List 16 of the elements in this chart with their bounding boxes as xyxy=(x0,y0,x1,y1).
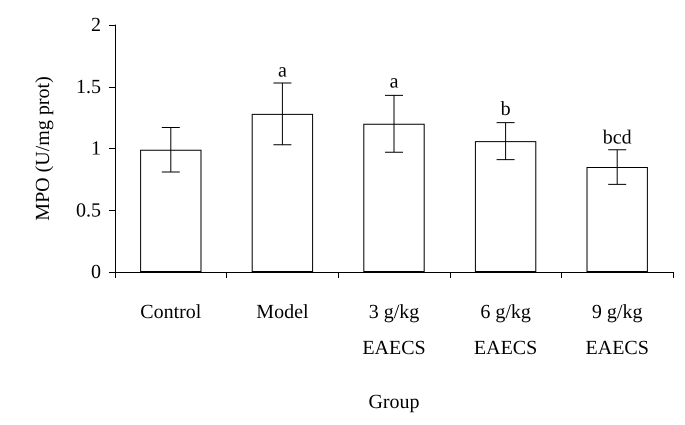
y-axis-title: MPO (U/mg prot) xyxy=(32,76,54,221)
annotation: b xyxy=(500,98,511,120)
annotation: a xyxy=(390,70,399,93)
x-tick-label: 3 g/kg EAECS xyxy=(362,301,426,359)
y-tick-label: 2 xyxy=(91,14,101,36)
x-tick-label: Model xyxy=(256,301,309,323)
annotation: bcd xyxy=(602,126,632,148)
y-tick-label: 0 xyxy=(91,261,101,283)
annotation: a xyxy=(278,60,287,82)
y-tick-label: 0.5 xyxy=(76,199,101,222)
x-tick-label: Control xyxy=(140,301,202,323)
y-tick-label: 1.5 xyxy=(76,76,101,98)
x-tick-label: 6 g/kg EAECS xyxy=(474,301,538,359)
x-tick-label: 9 g/kg EAECS xyxy=(586,301,649,359)
x-axis-title: Group xyxy=(368,391,420,413)
y-tick-label: 1 xyxy=(91,138,101,160)
